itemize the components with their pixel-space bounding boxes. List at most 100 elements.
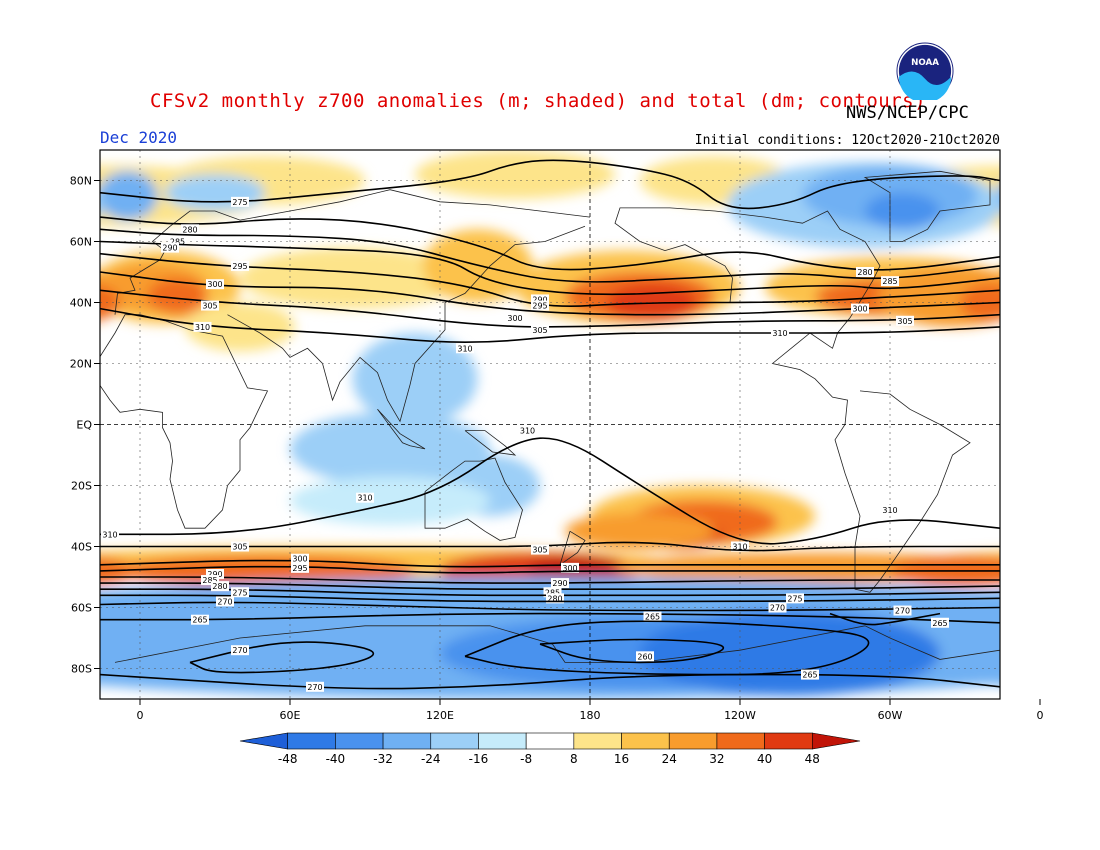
contour-line [100, 594, 1000, 603]
contour-label: 295 [232, 262, 247, 271]
contour-label-bg [191, 614, 209, 625]
contour-line [100, 582, 1000, 591]
contour-label: 290 [532, 295, 547, 304]
contour-label: 275 [787, 594, 802, 603]
contour-label-bg [506, 312, 524, 323]
anomaly-blob [100, 592, 340, 684]
anomaly-blob [185, 302, 295, 352]
contour-label-bg [531, 294, 549, 305]
contour-label-bg [856, 267, 874, 277]
contour-label-bg [206, 279, 224, 290]
contour-label: 290 [162, 244, 177, 253]
contour-label: 265 [802, 671, 817, 680]
contour-label-bg [881, 276, 899, 287]
contour-label: 305 [532, 326, 547, 335]
contour-label: 285 [882, 277, 897, 286]
contour-label-bg [518, 425, 537, 436]
agency-label: NWS/NCEP/CPC [846, 103, 969, 123]
contour-layer: 2752802802852852902902952953003003003053… [100, 159, 1000, 692]
contour-label: 300 [852, 305, 867, 314]
contour-label: 290 [207, 570, 222, 579]
contour-line [100, 252, 1000, 307]
contour-label: 310 [195, 323, 210, 332]
contour-line [100, 601, 1000, 612]
colorbar-swatch [525, 732, 575, 750]
contour-label: 310 [520, 427, 535, 436]
contour-line [100, 437, 1000, 545]
noaa-logo: NOAA [896, 42, 954, 100]
colorbar-label: 40 [757, 752, 772, 766]
contour-label-bg [231, 260, 249, 271]
contour-label-bg [561, 562, 579, 573]
anomaly-blob [997, 186, 1000, 206]
colorbar-swatch [668, 732, 718, 750]
contour-label: 310 [357, 494, 372, 503]
contour-label-bg [306, 681, 324, 692]
contour-line [100, 240, 1000, 296]
coastline [114, 625, 1000, 663]
contour-label-bg [231, 587, 249, 598]
colorbar-label: 24 [662, 752, 677, 766]
anomaly-blob [960, 284, 1000, 321]
anomaly-blob [100, 562, 115, 574]
lat-label: 80N [70, 175, 92, 188]
colorbar-swatch [621, 732, 670, 750]
contour-label-bg [216, 596, 234, 607]
contour-label-bg [931, 617, 949, 628]
lon-label: 60E [280, 709, 301, 722]
anomaly-blob [865, 192, 940, 230]
initial-conditions-label: Initial conditions: 12Oct2020-21Oct2020 [694, 133, 1000, 148]
contour-line [100, 216, 1000, 271]
colorbar: -48 -40 -32 -24 -16 -8 8 16 24 32 40 48 [239, 732, 861, 766]
contour-label: 310 [457, 344, 472, 353]
lon-label: 180 [580, 709, 601, 722]
contour-line [100, 559, 1000, 568]
colorbar-label: 48 [805, 752, 820, 766]
colorbar-swatch [573, 732, 622, 750]
contour-label-bg [456, 343, 474, 354]
grid-layer [100, 150, 1000, 699]
colorbar-label: 32 [709, 752, 724, 766]
colorbar-swatch [764, 732, 813, 750]
contour-label-bg [771, 328, 789, 338]
contour-label: 270 [217, 597, 232, 606]
contour-label: 270 [895, 607, 910, 616]
anomaly-blob [100, 272, 115, 302]
contour-label-bg [231, 645, 249, 656]
colorbar-label: -16 [469, 752, 489, 766]
valid-month-label: Dec 2020 [100, 128, 178, 147]
colorbar-label: 8 [570, 752, 578, 766]
contour-label-bg [161, 242, 179, 253]
contour-label: 285 [545, 588, 560, 597]
contour-label: 305 [532, 546, 547, 555]
anomaly-blob [415, 150, 615, 199]
contour-line [100, 588, 1000, 597]
contour-label: 280 [547, 594, 562, 603]
contour-label-bg [291, 553, 309, 564]
anomaly-blob [100, 196, 103, 213]
contour-label: 305 [897, 317, 912, 326]
anomaly-blob [565, 512, 715, 550]
contour-label: 305 [202, 302, 217, 311]
coastline [114, 189, 591, 315]
contour-label: 260 [637, 652, 652, 661]
contour-line [100, 565, 1000, 574]
contour-label-bg [201, 575, 219, 586]
colorbar-swatch [812, 732, 861, 750]
contour-label: 265 [192, 616, 207, 625]
lat-label: 20S [71, 480, 92, 493]
contour-label: 305 [232, 543, 247, 552]
contour-label: 280 [212, 582, 227, 591]
contour-label-bg [531, 324, 549, 335]
contour-label: 270 [770, 604, 785, 613]
anomaly-blob [290, 476, 490, 526]
coastline [559, 530, 586, 566]
anomaly-blob [290, 412, 490, 486]
coastline [464, 430, 517, 456]
chart-title: CFSv2 monthly z700 anomalies (m; shaded)… [150, 90, 927, 112]
contour-label-bg [881, 504, 899, 515]
anomaly-blob [115, 555, 415, 587]
contour-label: 300 [207, 280, 222, 289]
contour-label-bg [101, 529, 119, 540]
